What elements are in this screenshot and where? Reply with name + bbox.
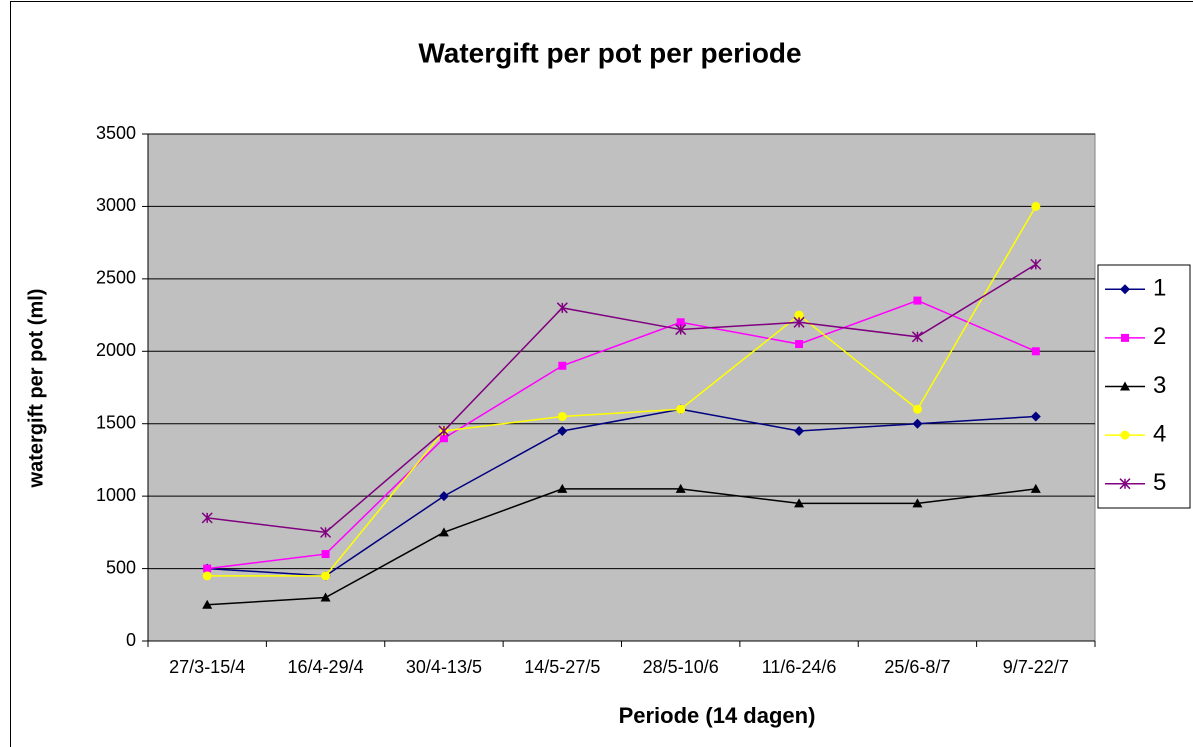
y-tick-label: 1500: [96, 412, 136, 432]
y-tick-label: 2500: [96, 268, 136, 288]
legend-marker: [1120, 430, 1130, 440]
data-point: [1030, 411, 1041, 422]
data-point: [1030, 483, 1041, 493]
data-point: [203, 564, 212, 573]
data-point: [675, 483, 686, 493]
data-point: [676, 404, 686, 414]
x-axis-label: Periode (14 dagen): [619, 703, 816, 728]
series-line: [207, 488, 1036, 606]
y-tick-label: 500: [106, 557, 136, 577]
data-point: [320, 526, 332, 538]
data-point: [557, 483, 568, 493]
legend-marker: [1120, 381, 1130, 391]
data-point: [321, 550, 330, 559]
legend-label: 4: [1153, 420, 1166, 447]
y-tick-label: 3500: [96, 123, 136, 143]
x-tick-label: 9/7-22/7: [1003, 657, 1069, 677]
data-point: [912, 404, 922, 414]
legend-label: 2: [1153, 323, 1166, 350]
data-point: [793, 316, 805, 328]
data-point: [201, 512, 213, 524]
series-line: [207, 263, 1037, 534]
y-tick-label: 0: [126, 630, 136, 650]
x-tick-label: 25/6-8/7: [884, 657, 950, 677]
y-tick-label: 2000: [96, 340, 136, 360]
data-point: [794, 425, 805, 436]
y-tick-label: 3000: [96, 195, 136, 215]
data-point: [676, 318, 685, 327]
data-point: [202, 571, 212, 581]
x-tick-label: 28/5-10/6: [643, 657, 719, 677]
x-tick-label: 27/3-15/4: [169, 657, 245, 677]
legend-label: 1: [1153, 275, 1166, 302]
data-point: [913, 296, 922, 305]
chart-title: Watergift per pot per periode: [418, 37, 801, 68]
data-point: [438, 425, 450, 437]
data-point: [794, 498, 805, 508]
data-point: [912, 498, 923, 508]
legend-marker: [1119, 478, 1131, 490]
legend-marker: [1121, 333, 1129, 342]
series-line: [207, 206, 1037, 577]
data-point: [795, 340, 804, 349]
data-point: [438, 527, 449, 537]
legend-label: 3: [1153, 372, 1166, 399]
plot-area: [147, 133, 1096, 642]
x-tick-label: 14/5-27/5: [524, 657, 600, 677]
legend-label: 5: [1153, 469, 1166, 496]
data-point: [557, 425, 568, 436]
data-point: [911, 331, 923, 343]
data-point: [438, 491, 449, 502]
data-point: [912, 418, 923, 429]
x-tick-label: 16/4-29/4: [288, 657, 364, 677]
data-point: [794, 310, 804, 320]
data-point: [557, 411, 567, 421]
x-tick-label: 30/4-13/5: [406, 657, 482, 677]
data-point: [558, 361, 567, 370]
y-tick-label: 1000: [96, 485, 136, 505]
data-point: [439, 434, 448, 443]
data-point: [675, 324, 687, 336]
series-line: [207, 299, 1037, 570]
data-point: [556, 302, 568, 314]
data-point: [1030, 258, 1042, 270]
data-point: [1031, 347, 1040, 356]
data-point: [202, 599, 213, 609]
data-point: [320, 592, 331, 602]
legend-marker: [1120, 284, 1130, 295]
data-point: [1031, 201, 1041, 211]
data-point: [321, 571, 331, 581]
x-tick-label: 11/6-24/6: [762, 657, 837, 677]
series-line: [207, 408, 1036, 577]
y-axis-label: watergift per pot (ml): [25, 289, 47, 489]
